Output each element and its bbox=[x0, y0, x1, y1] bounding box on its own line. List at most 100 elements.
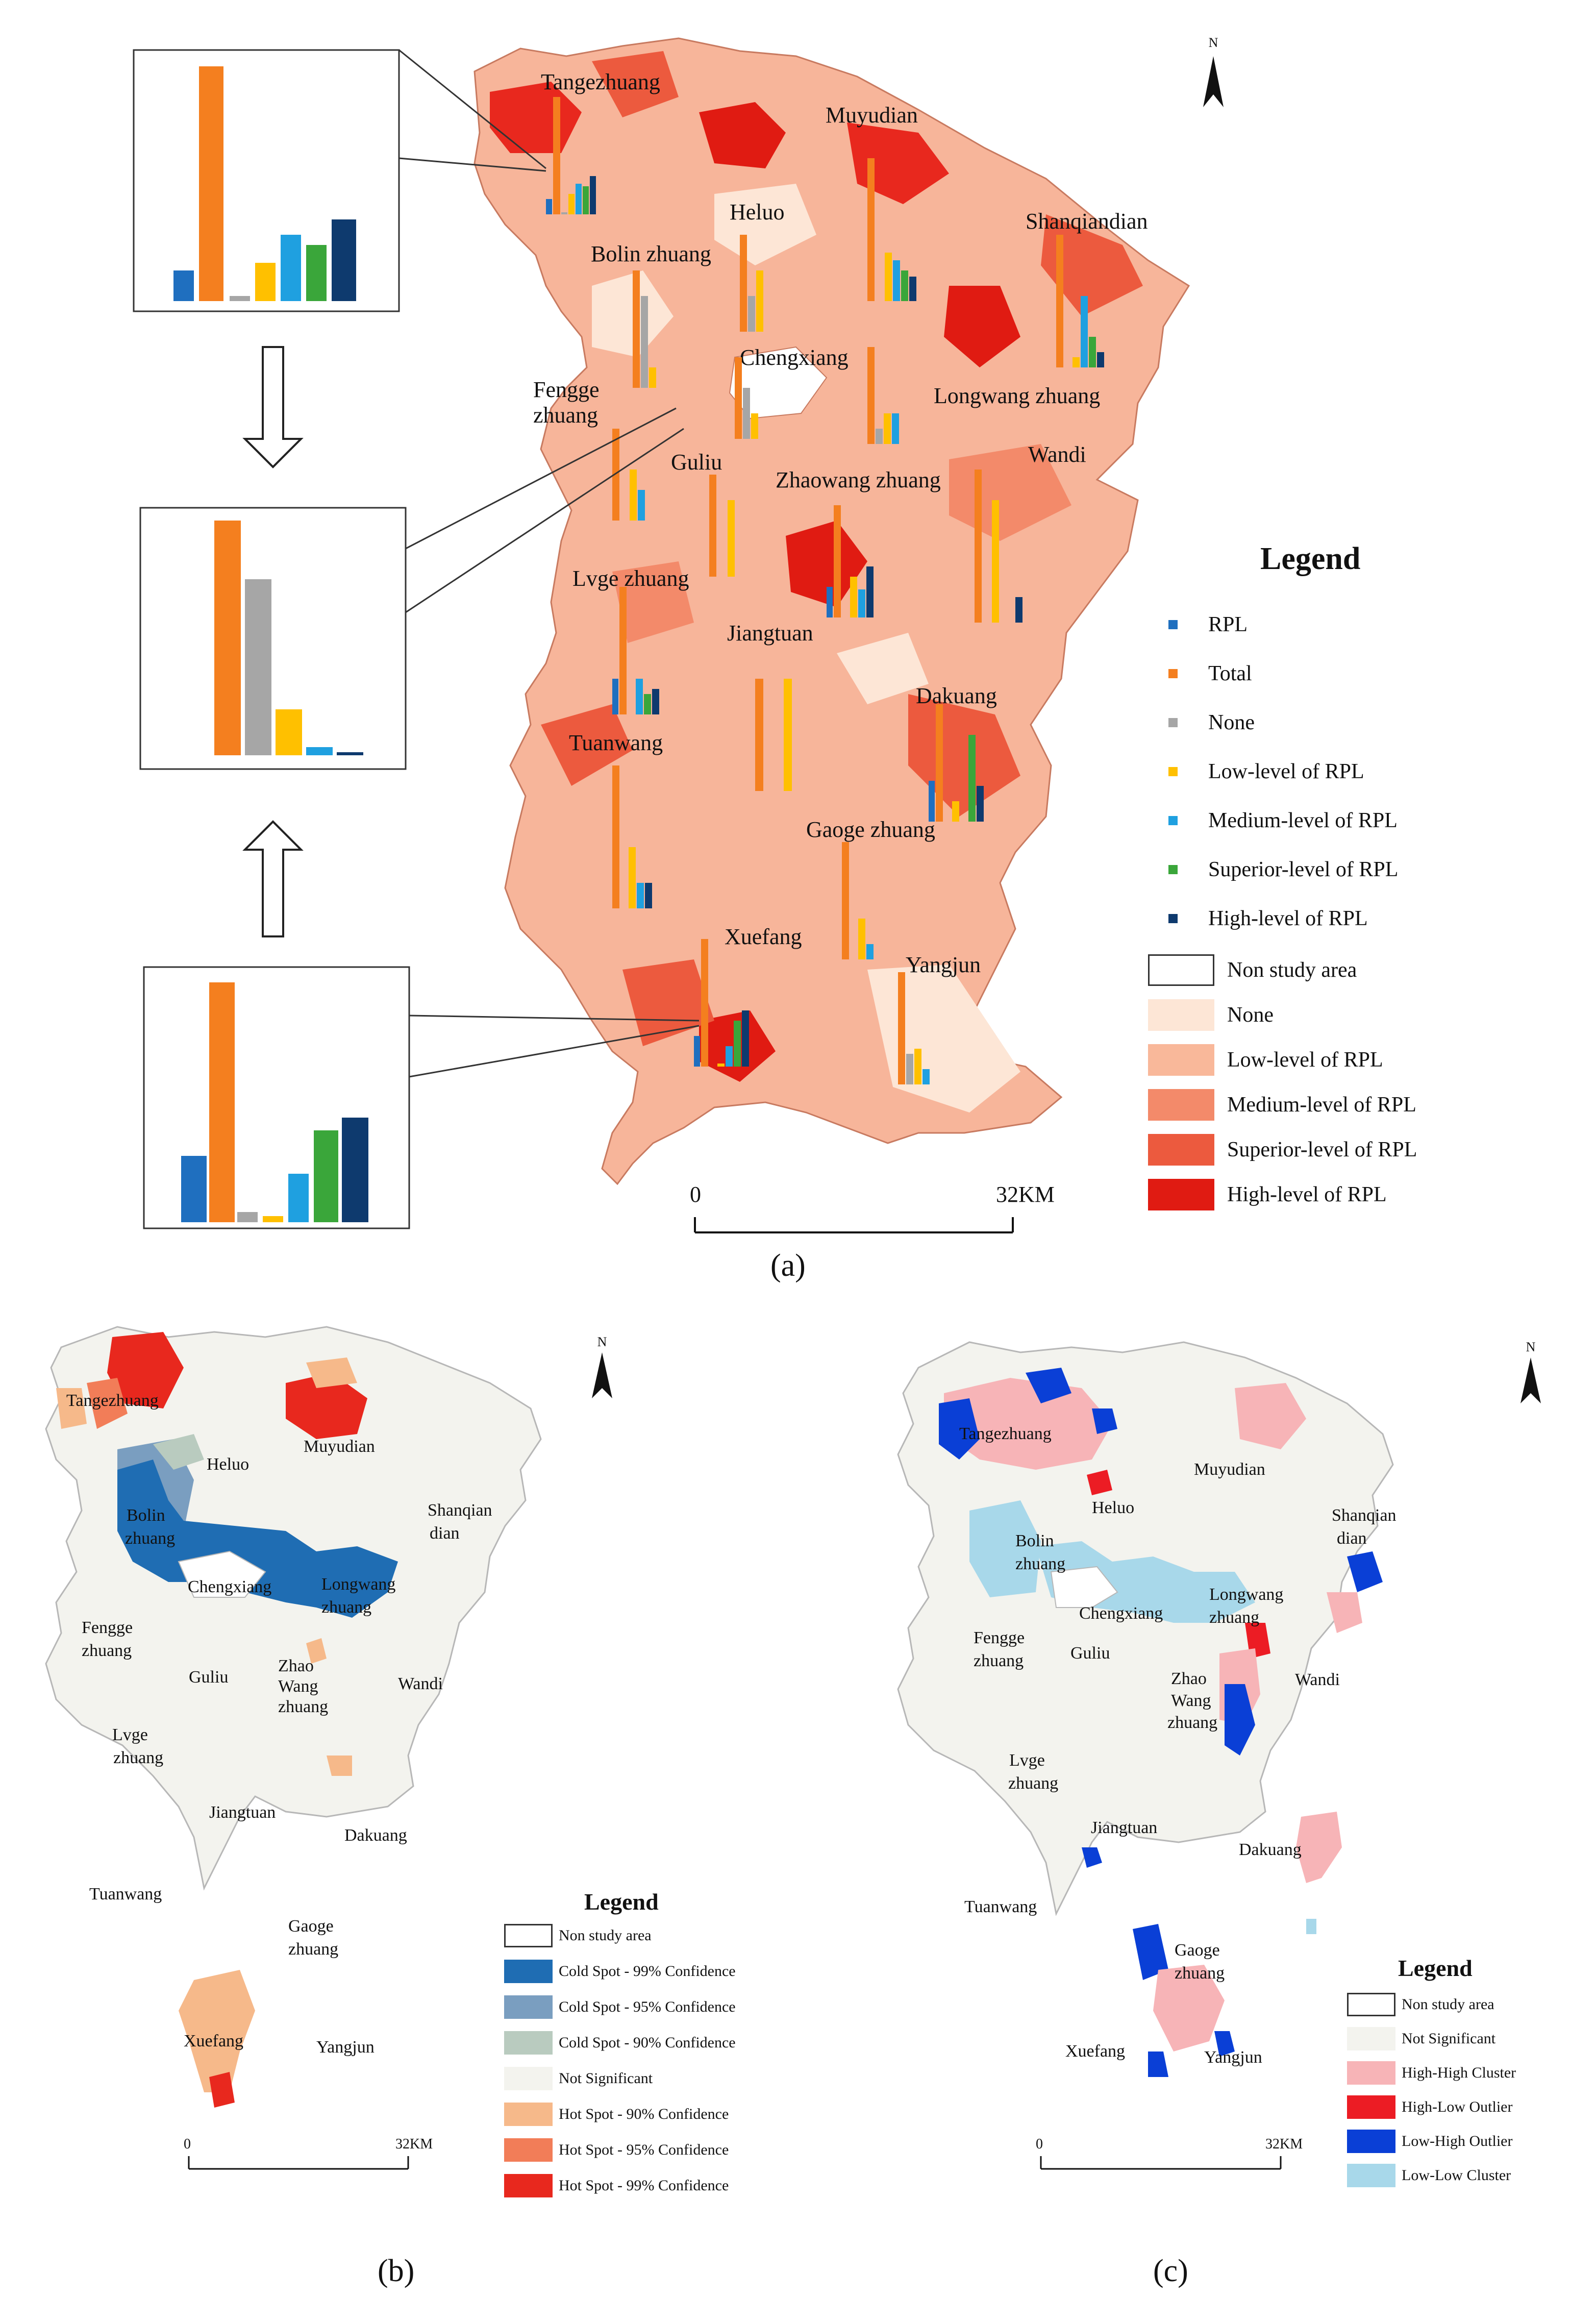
legend-item: Cold Spot - 95% Confidence bbox=[504, 1995, 736, 2019]
panel-a-north-label: N bbox=[1209, 35, 1218, 50]
panel-a-superior-patch bbox=[622, 959, 714, 1046]
panel-b-town-label: Muyudian bbox=[304, 1437, 375, 1456]
legend-item: Low-level of RPL bbox=[1168, 759, 1364, 784]
panel-c-town-label: Wandi bbox=[1295, 1670, 1340, 1689]
panel-c-town-label: Yangjun bbox=[1204, 2048, 1262, 2067]
panel-c-low-high bbox=[1092, 1408, 1117, 1434]
legend-title: Legend bbox=[1260, 541, 1361, 576]
panel-b-town-label: Wandi bbox=[398, 1674, 443, 1693]
panel-c: N 0 32KM Tangezhuang Muyudian Heluo Shan… bbox=[796, 1306, 1596, 2299]
panel-b-town-label: Zhao bbox=[278, 1657, 314, 1675]
panel-c-county-region bbox=[897, 1341, 1394, 1916]
panel-a-superior-patch bbox=[541, 704, 633, 786]
panel-c-town-label: Chengxiang bbox=[1079, 1604, 1163, 1623]
panel-c-high-high bbox=[1296, 1812, 1342, 1883]
panel-b-town-label: zhuang bbox=[113, 1748, 163, 1767]
inset-chart-tangezhuang bbox=[173, 66, 356, 301]
panel-a-town-label: Chengxiang bbox=[740, 345, 849, 370]
town-bars-guliu bbox=[709, 475, 735, 577]
legend-item: RPL bbox=[1168, 612, 1248, 637]
panel-a-town-label: Xuefang bbox=[725, 924, 802, 949]
panel-b-hot-99 bbox=[107, 1332, 184, 1408]
inset-leader bbox=[405, 407, 677, 550]
up-arrow bbox=[242, 820, 304, 937]
panel-c-town-label: zhuang bbox=[1209, 1608, 1259, 1627]
panel-b-hot-90 bbox=[306, 1357, 357, 1388]
panel-b-town-label: zhuang bbox=[125, 1529, 175, 1548]
panel-c-non-study bbox=[1050, 1566, 1118, 1608]
panel-c-town-label: zhuang bbox=[1008, 1774, 1058, 1793]
town-bars-bolin bbox=[633, 270, 656, 388]
panel-a-scale-zero: 0 bbox=[690, 1182, 701, 1207]
legend-item: Medium-level of RPL bbox=[1148, 1089, 1416, 1121]
panel-b-town-label: Bolin bbox=[127, 1506, 165, 1525]
town-bars-tangezhuang bbox=[546, 97, 596, 214]
panel-c-town-label: Tangezhuang bbox=[959, 1424, 1052, 1443]
panel-c-label: (c) bbox=[1153, 2254, 1188, 2288]
panel-c-low-high bbox=[1133, 1924, 1168, 1980]
panel-a-town-label: Bolin zhuang bbox=[591, 241, 711, 266]
panel-b-hot-95 bbox=[87, 1378, 128, 1429]
panel-c-town-label: Gaoge bbox=[1175, 1941, 1220, 1960]
panel-a-none-patch bbox=[867, 965, 1020, 1113]
panel-c-town-label: Zhao bbox=[1171, 1669, 1207, 1688]
panel-c-low-low bbox=[1306, 1919, 1316, 1934]
panel-a-town-label: Tuanwang bbox=[569, 730, 663, 755]
inset-leader bbox=[398, 49, 546, 169]
panel-b-town-label: Jiangtuan bbox=[209, 1803, 276, 1822]
panel-a-town-label: Muyudian bbox=[826, 103, 918, 128]
panel-c-high-high bbox=[944, 1378, 1112, 1470]
panel-a-superior-patch bbox=[1041, 214, 1143, 316]
panel-a-town-label: Lvge zhuang bbox=[572, 566, 689, 591]
panel-a-town-label: Yangjun bbox=[906, 952, 981, 977]
town-bars-jiangtuan bbox=[755, 679, 792, 791]
panel-a-label: (a) bbox=[770, 1248, 806, 1283]
legend-item: High-level of RPL bbox=[1148, 1179, 1387, 1210]
legend-item: High-Low Outlier bbox=[1347, 2095, 1512, 2119]
town-bars-fengge bbox=[612, 429, 645, 521]
town-bars-yangjun bbox=[898, 972, 930, 1084]
panel-b-town-label: Tuanwang bbox=[89, 1885, 162, 1904]
panel-b-hot-99 bbox=[286, 1373, 367, 1439]
panel-c-town-label: Shanqian bbox=[1332, 1506, 1396, 1525]
town-bars-muyudian bbox=[867, 158, 916, 301]
panel-c-town-label: Jiangtuan bbox=[1091, 1818, 1157, 1837]
panel-a-high-patch bbox=[786, 521, 867, 607]
legend-item: Non study area bbox=[1347, 1993, 1494, 2016]
panel-c-low-high bbox=[1214, 2031, 1235, 2057]
panel-a-town-label: Guliu bbox=[671, 450, 722, 475]
legend-item: Medium-level of RPL bbox=[1168, 808, 1398, 833]
legend-item: Non study area bbox=[1148, 954, 1357, 986]
panel-a-town-label: Longwang zhuang bbox=[934, 383, 1100, 408]
panel-c-town-label: Lvge bbox=[1009, 1751, 1045, 1770]
panel-b-town-label: Shanqian bbox=[428, 1501, 492, 1520]
panel-b-hot-90 bbox=[179, 1970, 255, 2092]
panel-b-town-label: Xuefang bbox=[184, 2032, 243, 2050]
panel-c-town-label: zhuang bbox=[974, 1651, 1024, 1670]
panel-b-town-label: zhuang bbox=[321, 1598, 371, 1617]
inset-box-chengxiang bbox=[139, 507, 407, 770]
panel-b-town-label: zhuang bbox=[278, 1697, 328, 1716]
panel-c-low-low bbox=[969, 1500, 1041, 1597]
panel-b-cold-90 bbox=[153, 1434, 204, 1470]
panel-b-hot-90 bbox=[56, 1388, 87, 1429]
town-bars-tuanwang bbox=[612, 765, 652, 908]
panel-c-low-high bbox=[1225, 1684, 1255, 1756]
panel-b-town-label: Gaoge bbox=[288, 1917, 334, 1936]
panel-a-map: N 0 32KM Tangezhuang Muyudian Heluo Shan… bbox=[133, 35, 1224, 1233]
inset-chart-xuefang bbox=[181, 982, 368, 1222]
panel-a-town-label: Shanqiandian bbox=[1026, 209, 1148, 234]
panel-c-low-high bbox=[1026, 1368, 1071, 1403]
panel-b: N 0 32KM Tangezhuang Heluo Muyudian Boli… bbox=[0, 1306, 796, 2299]
panel-c-town-label: Muyudian bbox=[1194, 1460, 1265, 1479]
panel-b-town-label: Longwang bbox=[321, 1575, 395, 1594]
panel-b-town-label: Guliu bbox=[189, 1668, 228, 1687]
inset-chart-chengxiang bbox=[214, 521, 363, 755]
panel-a-scale-end: 32KM bbox=[996, 1182, 1055, 1207]
panel-b-label: (b) bbox=[378, 2254, 415, 2288]
panel-a-superior-patch bbox=[592, 51, 679, 117]
panel-b-scale-zero: 0 bbox=[184, 2136, 191, 2152]
town-bars-gaoge bbox=[842, 842, 874, 959]
panel-a-town-label: Dakuang bbox=[916, 683, 997, 708]
panel-b-hot-99 bbox=[209, 2072, 235, 2108]
